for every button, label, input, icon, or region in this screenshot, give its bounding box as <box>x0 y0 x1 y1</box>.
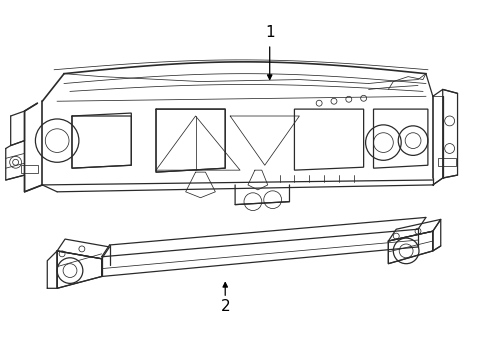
Bar <box>437 158 455 166</box>
Bar <box>20 165 38 173</box>
Text: 1: 1 <box>264 25 274 40</box>
Text: 2: 2 <box>220 298 229 314</box>
